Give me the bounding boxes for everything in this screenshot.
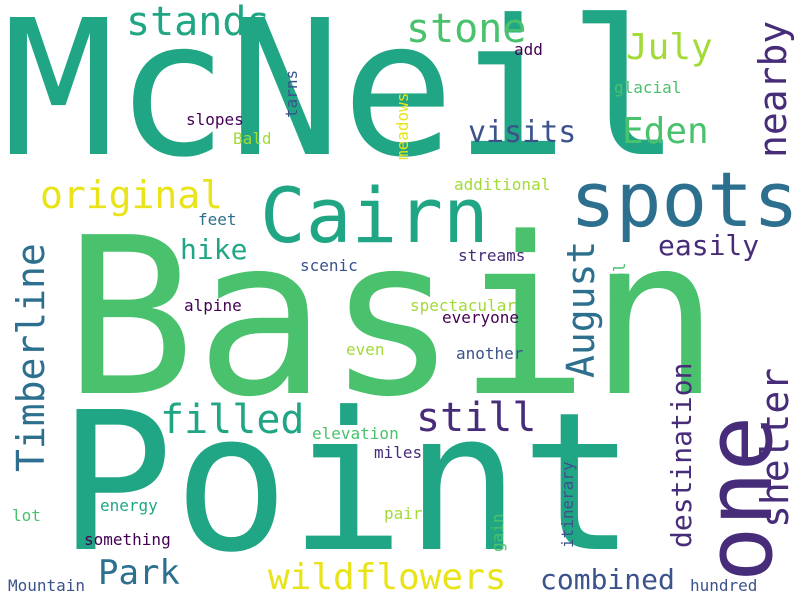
word-shelter: shelter — [753, 367, 797, 528]
word-august: August — [559, 240, 603, 378]
word-tarns: tarns — [282, 69, 301, 118]
word-combined: combined — [540, 563, 675, 596]
word-something: something — [84, 530, 171, 549]
word-energy: energy — [100, 496, 158, 515]
word-add: add — [514, 40, 543, 59]
word-original: original — [40, 173, 224, 217]
word-wildflowers: wildflowers — [268, 557, 507, 598]
word-lot: lot — [12, 506, 41, 525]
word-elevation: elevation — [312, 424, 399, 443]
word-additional: additional — [454, 175, 551, 194]
word-itinerary: itinerary — [558, 461, 577, 548]
word-still: still — [416, 395, 537, 441]
word-everyone: everyone — [442, 308, 520, 327]
word-feet: feet — [198, 210, 237, 229]
word-basin: Basin — [64, 192, 721, 445]
word-gain: gain — [488, 513, 507, 552]
word-meadows: meadows — [393, 92, 412, 160]
word-spectacular: spectacular — [410, 296, 516, 315]
word-glacial: glacial — [614, 78, 682, 97]
word-another: another — [456, 344, 524, 363]
word-eden: Eden — [622, 111, 709, 152]
word-destination: destination — [665, 362, 698, 548]
word-filled: filled — [160, 397, 305, 443]
word-mcneil: McNeil — [2, 0, 682, 199]
word-easily: easily — [658, 229, 760, 262]
word-even: even — [346, 340, 385, 359]
word-stone: stone — [406, 6, 527, 52]
word-park: Park — [98, 553, 180, 593]
word-alpine: alpine — [184, 296, 242, 315]
word-pair: pair — [384, 504, 423, 523]
word-cairn: Cairn — [260, 171, 489, 260]
word-hike: hike — [180, 233, 248, 266]
word-scenic: scenic — [300, 256, 358, 275]
word-point: Point — [58, 372, 636, 595]
word-mountain: Mountain — [8, 576, 86, 595]
word-timberline: Timberline — [9, 243, 53, 472]
word-july: July — [626, 27, 713, 68]
word-visits: visits — [468, 115, 577, 150]
word-slopes: slopes — [186, 110, 244, 129]
word-hundred: hundred — [690, 576, 758, 595]
word-spots: spots — [570, 155, 799, 244]
word-stands: stands — [126, 0, 271, 45]
word-miles: miles — [374, 443, 423, 462]
word-bald: Bald — [233, 129, 272, 148]
word-streams: streams — [458, 246, 526, 265]
word-several: several — [610, 262, 629, 330]
word-nearby: nearby — [751, 20, 795, 158]
